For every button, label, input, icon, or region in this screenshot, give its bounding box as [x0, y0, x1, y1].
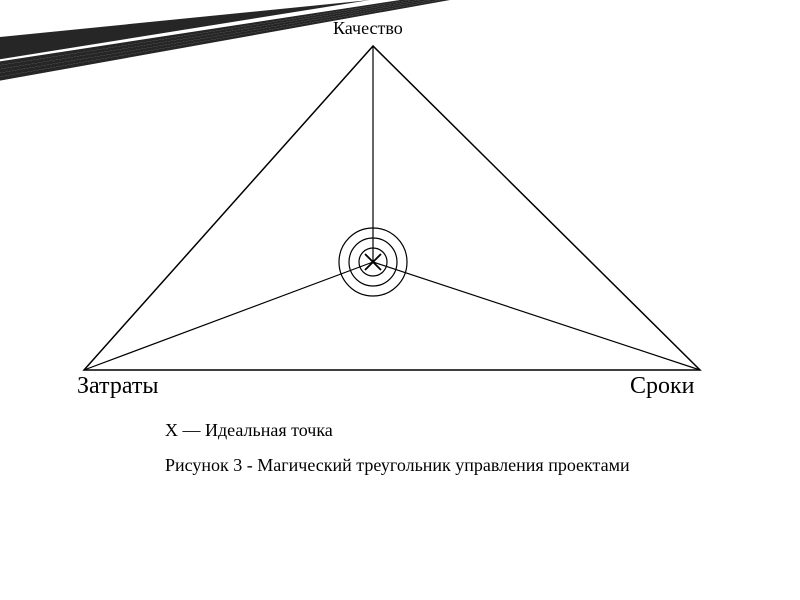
vertex-label-left: Затраты: [77, 373, 158, 400]
median-from-right: [373, 262, 700, 370]
decorative-stripes: [0, 0, 470, 90]
triangle-outline: [84, 46, 700, 370]
vertex-label-right: Сроки: [630, 373, 695, 400]
median-from-left: [84, 262, 373, 370]
figure-caption: Рисунок 3 - Магический треугольник управ…: [165, 455, 630, 476]
legend-text: X — Идеальная точка: [165, 420, 333, 441]
triangle-diagram-container: Качество Затраты Сроки X — Идеальная точ…: [0, 0, 800, 600]
triangle-diagram-svg: [0, 0, 800, 600]
